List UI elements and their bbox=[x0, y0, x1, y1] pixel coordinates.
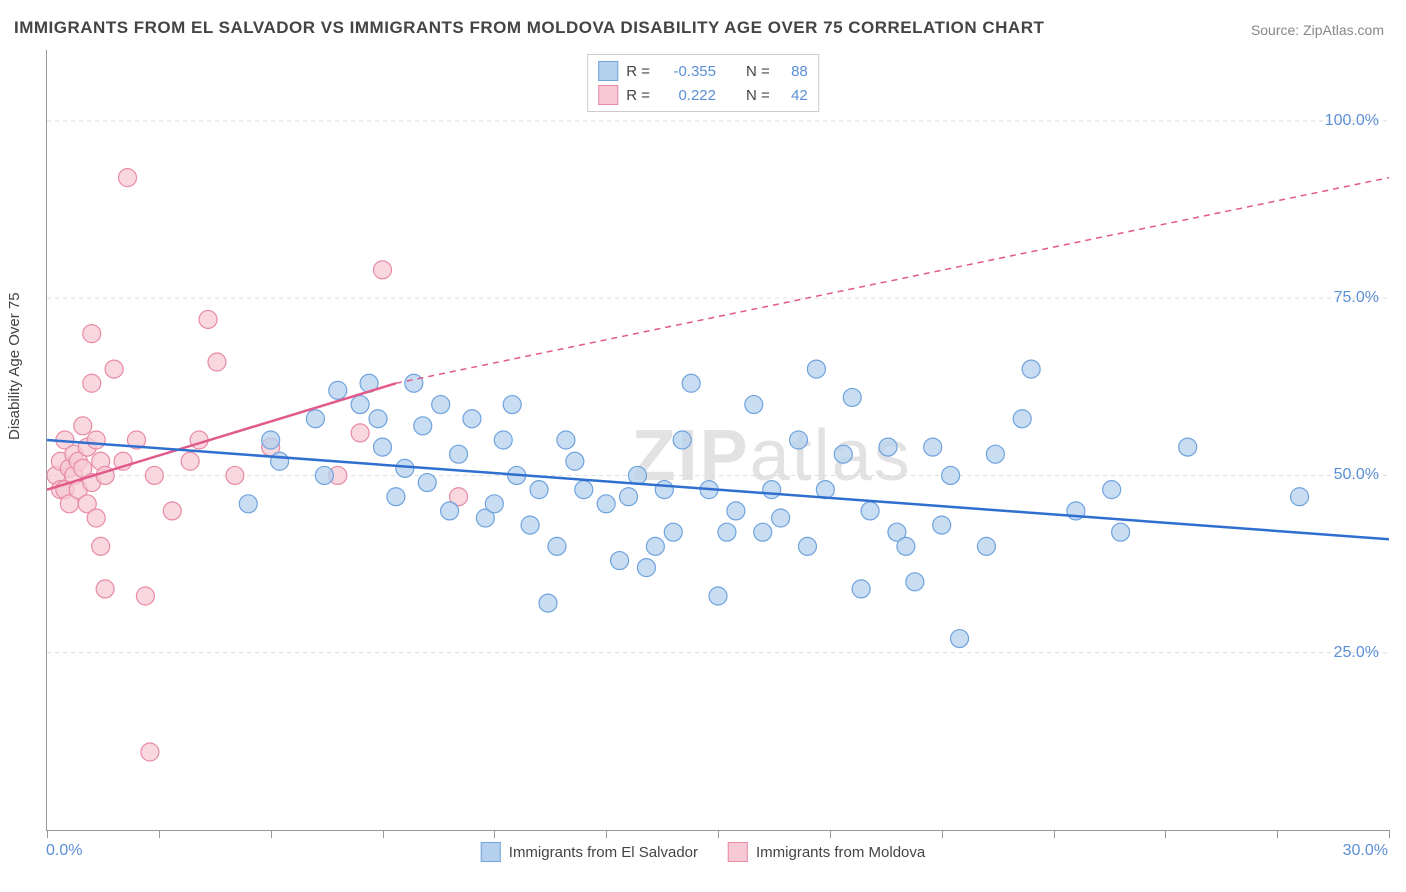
y-axis-title: Disability Age Over 75 bbox=[6, 292, 23, 440]
legend-r-label-1: R = bbox=[626, 63, 650, 80]
correlation-legend: R = -0.355 N = 88 R = 0.222 N = 42 bbox=[587, 54, 819, 112]
legend-r-label-2: R = bbox=[626, 87, 650, 104]
legend-n-value-2: 42 bbox=[778, 87, 808, 104]
x-tick bbox=[942, 830, 943, 838]
legend-n-label-1: N = bbox=[746, 63, 770, 80]
legend-item-el-salvador: Immigrants from El Salvador bbox=[481, 842, 698, 862]
series-legend: Immigrants from El Salvador Immigrants f… bbox=[481, 842, 925, 862]
legend-n-label-2: N = bbox=[746, 87, 770, 104]
legend-r-value-1: -0.355 bbox=[658, 63, 716, 80]
y-tick-label: 25.0% bbox=[1334, 644, 1379, 662]
source-label: Source: ZipAtlas.com bbox=[1251, 22, 1384, 38]
legend-n-value-1: 88 bbox=[778, 63, 808, 80]
x-tick bbox=[1277, 830, 1278, 838]
y-tick-label: 75.0% bbox=[1334, 289, 1379, 307]
legend-item-moldova: Immigrants from Moldova bbox=[728, 842, 925, 862]
chart-title: IMMIGRANTS FROM EL SALVADOR VS IMMIGRANT… bbox=[14, 18, 1044, 38]
x-tick bbox=[159, 830, 160, 838]
legend-swatch-el-salvador bbox=[598, 61, 618, 81]
scatter-svg bbox=[47, 50, 1389, 830]
legend-label-moldova: Immigrants from Moldova bbox=[756, 844, 925, 861]
x-axis-label-max: 30.0% bbox=[1343, 842, 1388, 860]
legend-r-value-2: 0.222 bbox=[658, 87, 716, 104]
x-tick bbox=[830, 830, 831, 838]
legend-swatch-el-salvador-bottom bbox=[481, 842, 501, 862]
x-tick bbox=[494, 830, 495, 838]
x-tick bbox=[1165, 830, 1166, 838]
legend-label-el-salvador: Immigrants from El Salvador bbox=[509, 844, 698, 861]
legend-swatch-moldova-bottom bbox=[728, 842, 748, 862]
legend-row-series-1: R = -0.355 N = 88 bbox=[598, 59, 808, 83]
y-tick-label: 100.0% bbox=[1325, 112, 1379, 130]
legend-row-series-2: R = 0.222 N = 42 bbox=[598, 83, 808, 107]
x-tick bbox=[271, 830, 272, 838]
x-tick bbox=[47, 830, 48, 838]
x-axis-label-min: 0.0% bbox=[46, 842, 82, 860]
legend-swatch-moldova bbox=[598, 85, 618, 105]
chart-plot-area: ZIPatlas 25.0%50.0%75.0%100.0% bbox=[46, 50, 1389, 831]
x-tick bbox=[1054, 830, 1055, 838]
x-tick bbox=[383, 830, 384, 838]
x-tick bbox=[1389, 830, 1390, 838]
x-tick bbox=[606, 830, 607, 838]
y-tick-label: 50.0% bbox=[1334, 466, 1379, 484]
x-tick bbox=[718, 830, 719, 838]
